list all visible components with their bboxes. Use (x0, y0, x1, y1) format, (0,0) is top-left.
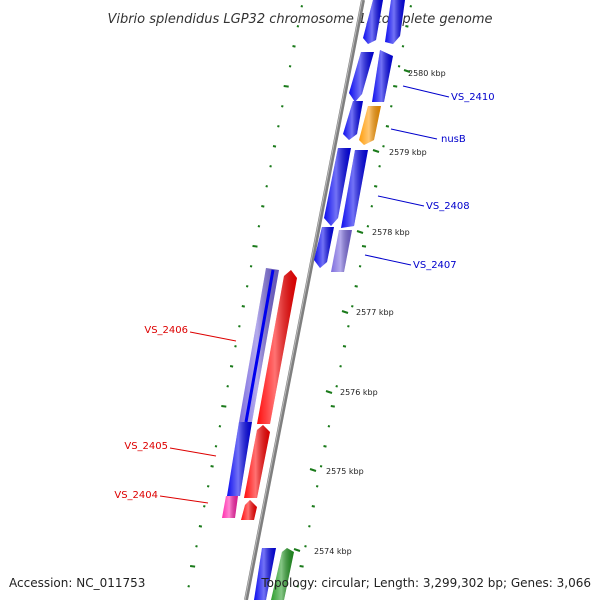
track-dot (397, 65, 401, 68)
chromosome-backbone (244, 0, 365, 600)
label-vs2406[interactable]: VS_2406 (144, 325, 188, 336)
tick-label-2579: 2579 kbp (389, 148, 427, 157)
tick-2576: 2576 kbp (325, 388, 378, 397)
track-dot (206, 485, 210, 488)
track-dot (238, 325, 241, 328)
track-dot (319, 465, 323, 468)
track-dot (300, 5, 304, 8)
tick-label-2577: 2577 kbp (356, 308, 394, 317)
track-dot (299, 565, 304, 568)
track-dot (296, 25, 300, 28)
track-dot (351, 305, 354, 308)
track-dot (269, 165, 272, 168)
track-dot (210, 465, 214, 468)
track-dot (342, 345, 347, 348)
track-dot (229, 365, 234, 368)
track-dot (281, 105, 284, 108)
track-dot (382, 145, 385, 148)
track-dot (311, 505, 315, 508)
tick-label-2576: 2576 kbp (340, 388, 378, 397)
track-dot (361, 245, 367, 248)
track-dot (304, 545, 307, 548)
track-dot (252, 245, 258, 248)
tick-2579: 2579 kbp (372, 148, 427, 157)
track-dot (249, 265, 253, 268)
map-title: Vibrio splendidus LGP32 chromosome 1, co… (107, 12, 492, 27)
track-dot (257, 225, 261, 228)
track-dot (189, 565, 196, 568)
track-dot (234, 345, 237, 348)
tick-2580: 2580 kbp (403, 69, 446, 78)
track-dot (370, 205, 374, 208)
scale-ticks: 2580 kbp 2579 kbp 2578 kbp 2577 kbp 2576… (293, 69, 446, 556)
track-dot (296, 585, 299, 588)
track-dot (335, 385, 338, 388)
track-dot (327, 425, 331, 428)
track-dot (315, 485, 319, 488)
track-dot (195, 545, 198, 548)
track-dot (401, 45, 405, 48)
track-dot (187, 585, 190, 588)
chromosome-backbone-highlight (244, 0, 363, 600)
label-vs2408[interactable]: VS_2408 (426, 201, 470, 212)
track-dot (390, 105, 393, 108)
tick-label-2575: 2575 kbp (326, 467, 364, 476)
track-dot (283, 85, 289, 88)
track-dot (241, 305, 245, 308)
track-dot (405, 25, 409, 28)
label-vs2404[interactable]: VS_2404 (114, 490, 158, 501)
track-dot (226, 385, 229, 388)
tick-label-2574: 2574 kbp (314, 547, 352, 556)
track-dot (323, 445, 327, 448)
track-dot (272, 145, 277, 148)
inner-dotted-track (296, 5, 413, 588)
tick-2575: 2575 kbp (309, 467, 364, 476)
reverse-strand-genes (222, 268, 297, 600)
track-dot (347, 325, 350, 328)
label-vs2410[interactable]: VS_2410 (451, 92, 495, 103)
track-dot (214, 445, 218, 448)
track-dot (288, 65, 292, 68)
track-dot (385, 125, 390, 128)
track-dot (409, 5, 413, 8)
tick-label-2578: 2578 kbp (372, 228, 410, 237)
track-dot (265, 185, 268, 188)
tick-2574: 2574 kbp (293, 547, 352, 556)
track-dot (339, 365, 342, 368)
track-dot (308, 525, 311, 528)
track-dot (366, 225, 370, 228)
accession-text: Accession: NC_011753 (9, 576, 146, 590)
tick-2578: 2578 kbp (356, 228, 410, 237)
forward-strand-genes (314, 0, 405, 272)
track-dot (261, 205, 265, 208)
track-dot (292, 45, 296, 48)
topology-text: Topology: circular; Length: 3,299,302 bp… (261, 576, 591, 590)
track-dot (354, 285, 358, 288)
track-dot (393, 85, 398, 88)
gene-labels: VS_2410 nusB VS_2408 VS_2407 VS_2406 VS_… (114, 85, 495, 504)
track-dot (378, 165, 381, 168)
track-dot (245, 285, 249, 288)
track-dot (330, 405, 335, 408)
label-nusB[interactable]: nusB (441, 134, 466, 145)
label-vs2405[interactable]: VS_2405 (124, 441, 168, 452)
track-dot (198, 525, 203, 528)
outer-dotted-track (187, 5, 304, 588)
track-dot (277, 125, 280, 128)
track-dot (374, 185, 378, 188)
tick-2577: 2577 kbp (341, 308, 394, 317)
label-vs2407[interactable]: VS_2407 (413, 260, 457, 271)
track-dot (358, 265, 362, 268)
track-dot (203, 505, 206, 508)
track-dot (221, 405, 227, 408)
tick-label-2580: 2580 kbp (408, 69, 446, 78)
track-dot (218, 425, 222, 428)
